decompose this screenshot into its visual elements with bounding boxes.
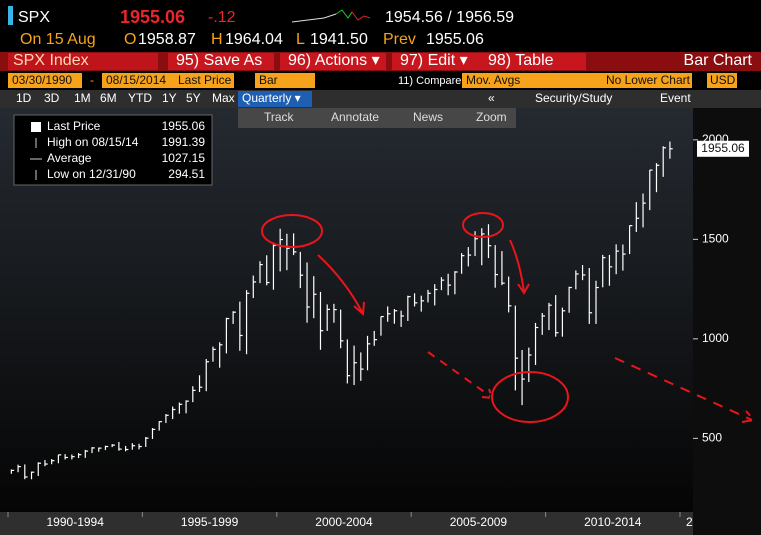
low-label: L <box>296 31 305 48</box>
low-value: 1941.50 <box>310 31 368 48</box>
x-tick-label: 2000-2004 <box>315 515 373 529</box>
tool-button[interactable]: News <box>413 110 443 124</box>
range-button[interactable]: 3D <box>44 91 60 105</box>
tool-button[interactable]: Zoom <box>476 110 507 124</box>
annotation-arrow <box>427 351 494 400</box>
price-tag-label: 1955.06 <box>701 141 745 155</box>
bid-ask: 1954.56 / 1956.59 <box>385 9 514 26</box>
button[interactable] <box>102 73 174 88</box>
setting-start: 03/30/1990 <box>12 73 72 87</box>
x-tick-label: 1990-1994 <box>47 515 105 529</box>
dash: - <box>90 73 94 87</box>
legend-label: Average <box>47 151 92 165</box>
y-tick-label: 1000 <box>702 331 729 345</box>
x-tick-label: 2005-2009 <box>450 515 508 529</box>
sparkline <box>291 13 337 23</box>
range-button[interactable]: 5Y <box>186 91 201 105</box>
marker <box>8 6 13 25</box>
event[interactable]: Event <box>660 91 691 105</box>
compare: 11) Compare <box>398 75 461 87</box>
lower-chart: No Lower Chart <box>606 73 691 87</box>
currency: USD <box>710 73 736 87</box>
price-tag <box>697 140 749 157</box>
menu-button: 96) Actions ▾ <box>288 52 380 69</box>
legend-value: 1955.06 <box>162 119 206 133</box>
button[interactable] <box>8 73 82 88</box>
legend-box <box>13 114 213 186</box>
button[interactable] <box>255 73 315 88</box>
button[interactable] <box>280 53 386 70</box>
change: -.12 <box>208 9 236 26</box>
button[interactable] <box>238 91 312 107</box>
y-axis-panel <box>693 108 761 535</box>
legend-value: 1991.39 <box>162 135 206 149</box>
button[interactable] <box>168 53 274 70</box>
button[interactable] <box>174 73 234 88</box>
y-tick-label: 500 <box>702 431 722 445</box>
setting-field: Last Price <box>178 73 232 87</box>
ticker: SPX <box>18 9 50 26</box>
x-tick-label: 2010-2014 <box>584 515 642 529</box>
range-button[interactable]: 1Y <box>162 91 177 105</box>
annotations <box>261 212 756 423</box>
legend-value: 1027.15 <box>162 151 206 165</box>
sparkline <box>335 9 353 19</box>
legend-label: High on 08/15/14 <box>47 135 139 149</box>
button[interactable] <box>480 53 586 70</box>
mov-avgs: Mov. Avgs <box>466 73 520 87</box>
menu-button: 98) Table <box>488 52 554 69</box>
prev-value: 1955.06 <box>426 31 484 48</box>
button[interactable] <box>462 73 522 88</box>
setting-end: 08/15/2014 <box>106 73 166 87</box>
prev-label: Prev <box>383 31 416 48</box>
annotation-arrow <box>614 357 756 423</box>
menu-button: 97) Edit ▾ <box>400 52 468 69</box>
price: 1955.06 <box>120 7 185 27</box>
frequency: Quarterly ▾ <box>242 91 301 105</box>
chart-type: Bar Chart <box>684 52 753 69</box>
tool-button[interactable]: Track <box>264 110 295 124</box>
open-value: 1958.87 <box>138 31 196 48</box>
collapse[interactable]: « <box>488 91 495 105</box>
x-tick-label: 1995-1999 <box>181 515 239 529</box>
toolbar <box>238 108 516 128</box>
annotation-circle <box>261 214 323 248</box>
y-tick-label: 1500 <box>702 232 729 246</box>
range-button[interactable]: 1M <box>74 91 91 105</box>
button <box>522 73 692 88</box>
range-button[interactable]: 6M <box>100 91 117 105</box>
range-button[interactable]: 1D <box>16 91 32 105</box>
tool-button[interactable]: Annotate <box>331 110 379 124</box>
x-axis-panel <box>0 512 693 535</box>
security-study[interactable]: Security/Study <box>535 91 612 105</box>
annotation-circle <box>491 371 569 423</box>
menu-button: 95) Save As <box>176 52 262 69</box>
range-bar <box>0 90 761 108</box>
legend-value: 294.51 <box>168 167 205 181</box>
range-button[interactable]: YTD <box>128 91 152 105</box>
setting-style: Bar <box>259 73 278 87</box>
button[interactable] <box>392 53 498 70</box>
annotation-arrow <box>509 239 530 295</box>
legend-swatch <box>31 122 41 132</box>
legend-label: Low on 12/31/90 <box>47 167 136 181</box>
range-button[interactable]: Max <box>212 91 235 105</box>
date: On 15 Aug <box>20 31 96 48</box>
open-label: O <box>124 31 136 48</box>
high-label: H <box>211 31 223 48</box>
sparkline <box>351 11 371 21</box>
annotation-circle <box>462 212 504 238</box>
quote-bar <box>0 0 761 52</box>
x-tick-label: 2 <box>686 515 693 529</box>
high-value: 1964.04 <box>225 31 283 48</box>
annotation-arrow <box>317 254 365 317</box>
button[interactable] <box>707 73 737 88</box>
legend-label: Last Price <box>47 119 101 133</box>
security-box[interactable] <box>8 53 158 70</box>
security: SPX Index <box>13 52 89 69</box>
